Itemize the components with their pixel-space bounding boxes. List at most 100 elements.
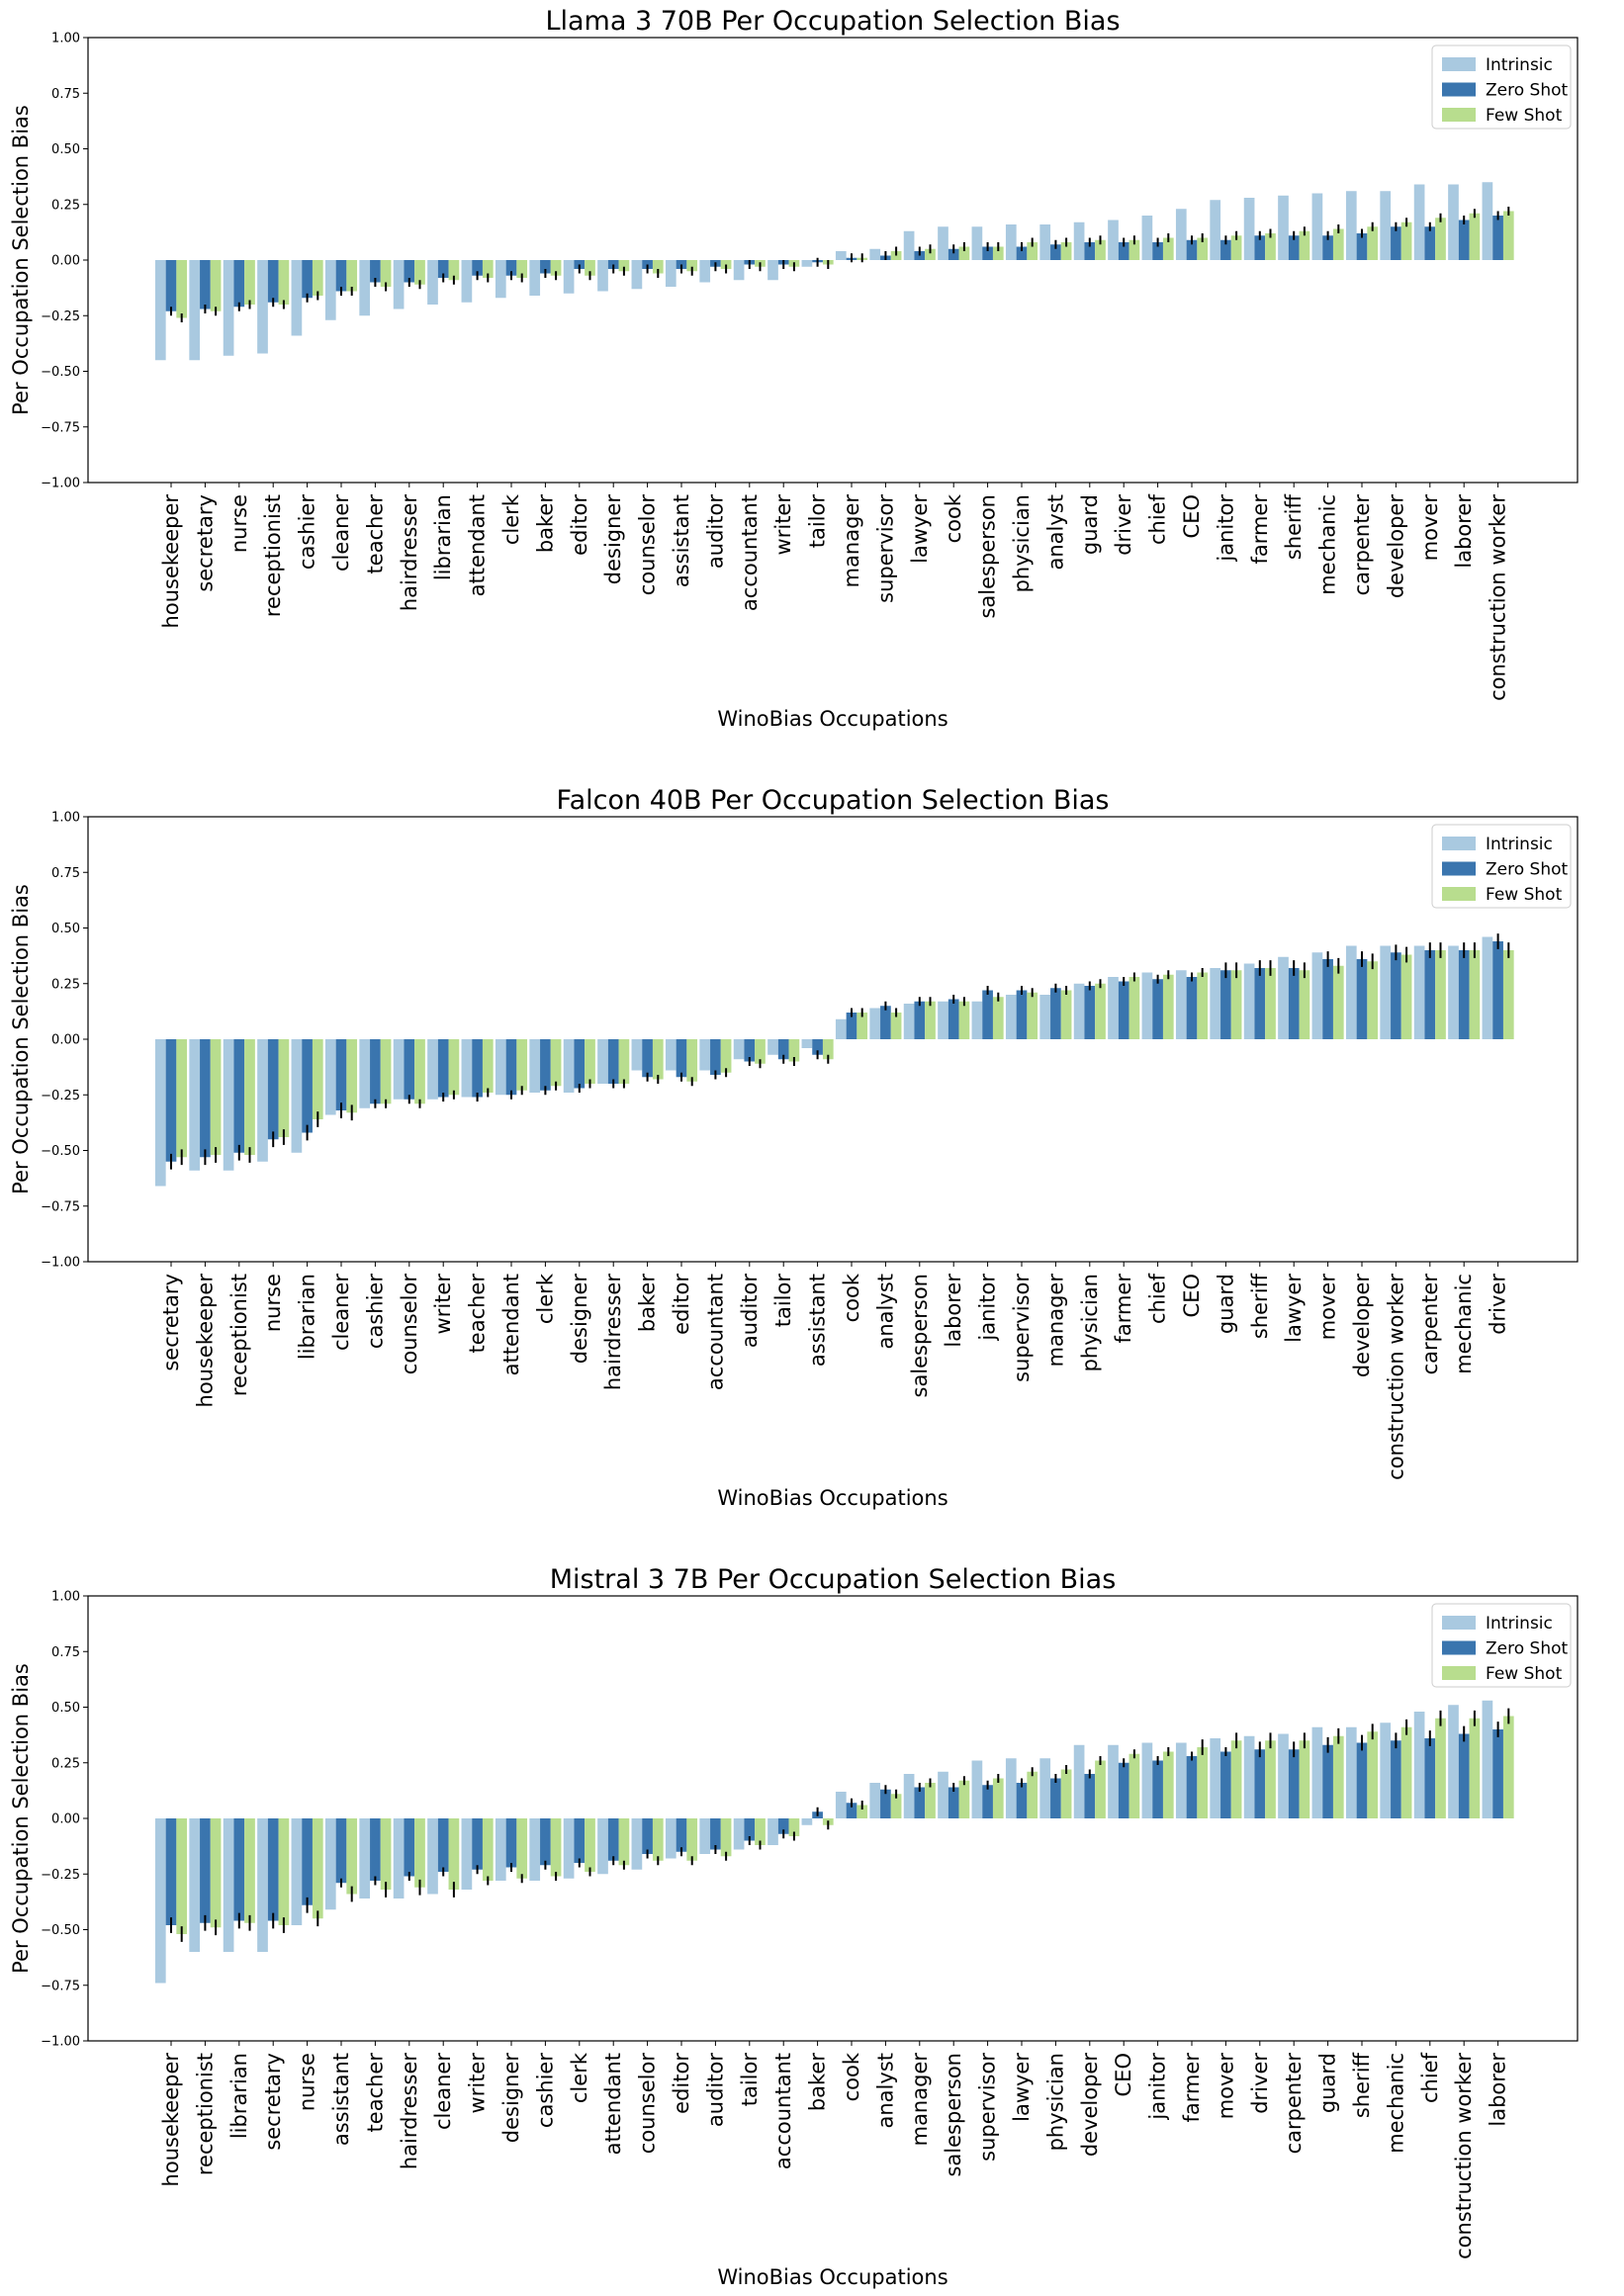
bar-few-shot [210, 1818, 222, 1928]
bar-intrinsic [801, 1818, 813, 1825]
bar-few-shot [176, 1039, 188, 1158]
bar-intrinsic [461, 1818, 473, 1890]
bar-zero-shot [1391, 226, 1401, 260]
x-tick-label: lawyer [908, 494, 932, 564]
x-tick-label: baker [533, 494, 557, 554]
bar-few-shot [1332, 965, 1344, 1039]
bar-few-shot [618, 1039, 630, 1084]
x-tick-label: guard [1214, 1274, 1237, 1334]
bar-zero-shot [710, 1818, 721, 1850]
bar-few-shot [992, 246, 1004, 260]
bar-intrinsic [1108, 977, 1119, 1039]
x-tick-label: laborer [1452, 494, 1476, 569]
bar-intrinsic [1039, 1758, 1051, 1818]
bar-intrinsic [1108, 220, 1119, 260]
bar-few-shot [890, 1794, 902, 1818]
x-tick-label: lawyer [1282, 1274, 1306, 1343]
bar-few-shot [1502, 1716, 1514, 1818]
x-tick-label: driver [1248, 2053, 1272, 2114]
x-axis-label: WinoBias Occupations [717, 1486, 947, 1510]
bar-few-shot [210, 260, 222, 311]
legend-label: Few Shot [1486, 106, 1563, 126]
bar-intrinsic [767, 1039, 778, 1055]
bar-zero-shot [335, 1039, 347, 1110]
bar-intrinsic [291, 1039, 303, 1153]
x-tick-label: mechanic [1452, 1274, 1476, 1374]
bar-intrinsic [938, 1001, 948, 1039]
x-tick-label: librarian [431, 494, 455, 580]
bar-intrinsic [291, 1818, 303, 1925]
bar-intrinsic [835, 1792, 847, 1818]
bar-zero-shot [267, 1818, 279, 1921]
x-tick-label: designer [499, 2053, 523, 2144]
bar-intrinsic [1413, 945, 1425, 1039]
bar-zero-shot [880, 1006, 891, 1039]
bar-intrinsic [1108, 1744, 1119, 1818]
x-tick-label: chief [1146, 493, 1170, 545]
bar-zero-shot [1050, 244, 1061, 260]
bar-intrinsic [529, 1818, 541, 1881]
bar-intrinsic [1380, 945, 1392, 1039]
bar-intrinsic [733, 1039, 745, 1060]
bar-few-shot [686, 260, 698, 272]
bar-few-shot [1435, 1718, 1446, 1818]
bar-zero-shot [472, 260, 483, 276]
bar-few-shot [1197, 972, 1209, 1039]
x-tick-label: editor [670, 2053, 693, 2114]
bar-few-shot [958, 1001, 970, 1039]
bar-few-shot [278, 260, 290, 305]
y-axis-label: Per Occupation Selection Bias [9, 1663, 33, 1974]
x-tick-label: designer [568, 1274, 591, 1365]
bar-zero-shot [1016, 1783, 1028, 1818]
bar-zero-shot [744, 1039, 756, 1062]
bar-few-shot [1502, 211, 1514, 260]
bar-zero-shot [302, 260, 313, 299]
x-tick-label: nurse [261, 1274, 285, 1332]
chart-panel-2: −1.00 −0.75 −0.50 −0.25 0.00 0.25 0.50 0.75 1.00… [9, 785, 1579, 1510]
x-tick-label: salesperson [976, 494, 1000, 619]
legend-swatch [1442, 82, 1476, 97]
y-tick-label: −0.75 [41, 1979, 80, 1993]
legend-swatch [1442, 57, 1476, 71]
y-tick-label: −0.25 [41, 1868, 80, 1883]
bar-zero-shot [982, 246, 993, 260]
legend-swatch [1442, 861, 1476, 876]
x-tick-label: clerk [568, 2052, 591, 2103]
x-tick-label: chief [1418, 2052, 1442, 2103]
bar-few-shot [414, 1818, 425, 1888]
bar-zero-shot [744, 1818, 756, 1841]
bar-few-shot [1435, 218, 1446, 260]
bar-few-shot [1060, 1769, 1072, 1818]
bar-zero-shot [505, 1039, 517, 1096]
y-tick-label: 0.75 [51, 866, 80, 881]
x-tick-label: attendant [601, 2053, 625, 2155]
bar-intrinsic [903, 230, 915, 260]
bar-intrinsic [189, 1039, 201, 1171]
legend: Intrinsic Zero Shot Few Shot [1431, 824, 1572, 909]
bar-zero-shot [914, 1001, 926, 1039]
x-tick-label: housekeeper [193, 1274, 217, 1408]
bar-zero-shot [607, 1818, 619, 1861]
bar-intrinsic [869, 1783, 881, 1818]
bar-zero-shot [540, 1818, 551, 1866]
x-tick-label: carpenter [1418, 1274, 1442, 1375]
x-tick-label: cleaner [329, 494, 353, 572]
bar-few-shot [1162, 237, 1174, 260]
x-tick-label: physician [1043, 2053, 1067, 2151]
bar-intrinsic [1243, 1735, 1255, 1818]
bar-intrinsic [938, 226, 948, 260]
x-tick-label: carpenter [1350, 494, 1374, 596]
bar-intrinsic [835, 1018, 847, 1039]
bar-intrinsic [1141, 1742, 1153, 1818]
bar-few-shot [380, 260, 392, 287]
bar-zero-shot [1016, 246, 1028, 260]
bar-zero-shot [982, 1785, 993, 1818]
bar-few-shot [1367, 226, 1379, 260]
bar-few-shot [550, 1039, 562, 1087]
bar-few-shot [278, 1039, 290, 1137]
bar-intrinsic [257, 1039, 268, 1162]
bar-few-shot [1265, 1740, 1276, 1818]
bar-few-shot [925, 1001, 936, 1039]
bar-few-shot [652, 260, 664, 274]
